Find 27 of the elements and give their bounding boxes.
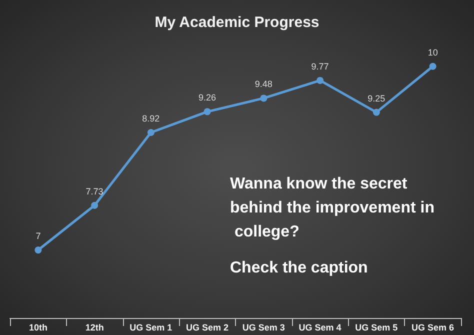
data-label: 9.25 bbox=[368, 93, 386, 104]
data-label: 7 bbox=[36, 231, 41, 242]
data-label: 10 bbox=[428, 47, 438, 58]
data-label: 9.48 bbox=[254, 79, 272, 90]
x-tick-label: 12th bbox=[85, 322, 104, 332]
text: Check the caption bbox=[230, 260, 368, 276]
chart-title: My Academic Progress bbox=[154, 14, 320, 31]
x-tick-label: UG Sem 1 bbox=[130, 322, 172, 332]
annotation: Wanna know the secret behind the improvement in college? bbox=[230, 176, 434, 240]
data-label: 8.92 bbox=[142, 113, 160, 124]
x-tick-label: UG Sem 3 bbox=[242, 322, 285, 332]
point bbox=[429, 62, 436, 70]
x-tick-label: 10th bbox=[28, 322, 48, 332]
point bbox=[91, 202, 98, 209]
x-tick-label: UG Sem 5 bbox=[355, 322, 398, 332]
point bbox=[34, 246, 42, 254]
point bbox=[260, 94, 268, 102]
point bbox=[147, 128, 154, 136]
x-tick-label: UG Sem 4 bbox=[298, 322, 342, 332]
x-tick-label: UG Sem 6 bbox=[412, 322, 454, 332]
point bbox=[372, 108, 380, 116]
data-label: 9.77 bbox=[311, 61, 329, 72]
point bbox=[204, 108, 211, 116]
data-label: 7.73 bbox=[86, 186, 104, 196]
data-label: 9.26 bbox=[198, 92, 216, 103]
point bbox=[316, 76, 324, 84]
x-tick-label: UG Sem 2 bbox=[186, 322, 229, 332]
